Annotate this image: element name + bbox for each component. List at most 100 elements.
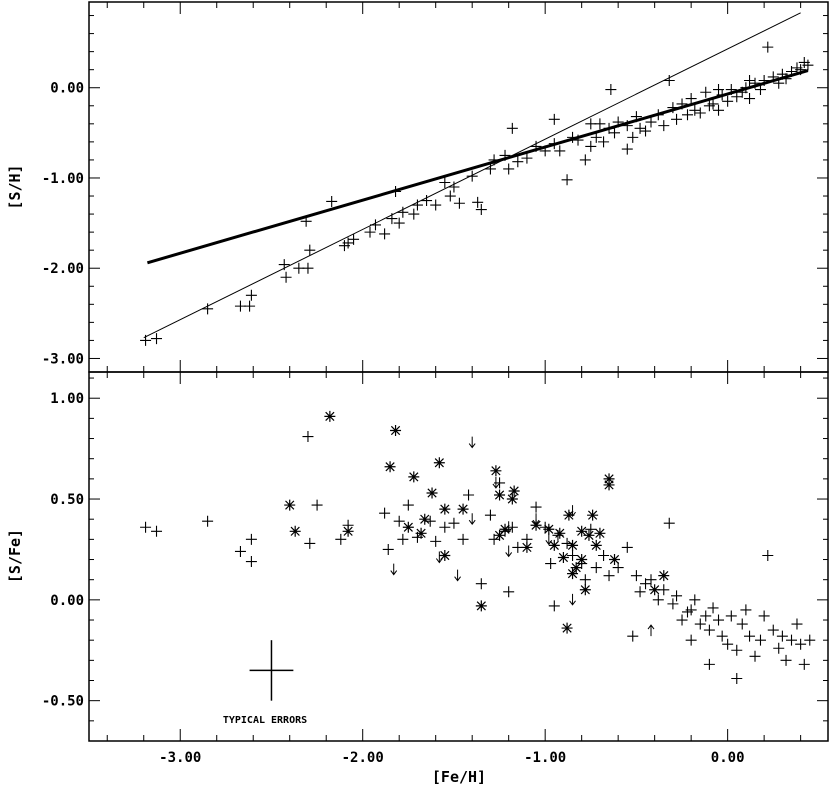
top-y-tick-label: -2.00 xyxy=(42,261,84,277)
plus-point xyxy=(548,138,560,150)
plus-point xyxy=(302,431,314,443)
plus-point xyxy=(722,95,734,107)
plus-point xyxy=(512,156,524,168)
plus-point xyxy=(744,75,756,87)
plus-point xyxy=(475,578,487,590)
plus-point xyxy=(506,122,518,134)
top-points xyxy=(140,41,814,346)
plus-point xyxy=(567,131,579,143)
tick-labels-layer: 0.00 -1.00 -2.00 -3.00 1.00 0.50 0.00 -0.50 -3.0… xyxy=(42,81,745,766)
plus-point xyxy=(448,181,460,193)
asterisk-point xyxy=(530,519,542,531)
plus-point xyxy=(722,638,734,650)
bottom-panel-frame xyxy=(88,371,829,742)
x-tick-label: 0.00 xyxy=(711,750,745,766)
plus-point xyxy=(488,154,500,166)
plus-point xyxy=(609,127,621,139)
thick-fit-line xyxy=(146,69,809,265)
plus-point xyxy=(140,334,152,346)
plus-point xyxy=(151,333,163,345)
plus-point xyxy=(453,197,465,209)
bottom-y-axis-title: [S/Fe] xyxy=(6,529,24,583)
asterisk-point xyxy=(439,549,451,561)
plus-point xyxy=(725,610,737,622)
plus-point xyxy=(605,84,617,96)
plus-point xyxy=(311,499,323,511)
asterisk-point xyxy=(603,473,615,485)
plus-point xyxy=(795,638,807,650)
plus-point xyxy=(663,517,675,529)
plus-point xyxy=(740,82,752,94)
plus-point xyxy=(475,204,487,216)
ticks-layer xyxy=(89,2,828,741)
asterisk-point xyxy=(567,539,579,551)
asterisk-point xyxy=(494,529,506,541)
asterisk-point xyxy=(506,493,518,505)
asterisk-point xyxy=(594,527,606,539)
plus-point xyxy=(667,598,679,610)
plus-point xyxy=(326,195,338,207)
asterisk-point xyxy=(561,622,573,634)
asterisk-point xyxy=(658,570,670,582)
plus-point xyxy=(280,271,292,283)
bottom-y-tick-label: -0.50 xyxy=(42,694,84,710)
plus-point xyxy=(612,116,624,128)
asterisk-point xyxy=(583,529,595,541)
plus-point xyxy=(694,107,706,119)
plus-point xyxy=(744,93,756,105)
plus-point xyxy=(234,545,246,557)
plus-point xyxy=(676,614,688,626)
plus-point xyxy=(430,199,442,211)
asterisk-point xyxy=(402,521,414,533)
upper-limit-arrow xyxy=(468,436,476,449)
asterisk-point xyxy=(576,525,588,537)
typical-errors-marker xyxy=(249,640,294,701)
asterisk-point xyxy=(508,485,520,497)
plus-point xyxy=(244,300,256,312)
plus-point xyxy=(397,533,409,545)
plus-point xyxy=(703,624,715,636)
plus-point xyxy=(621,541,633,553)
plus-point xyxy=(245,533,257,545)
plus-point xyxy=(700,610,712,622)
plus-point xyxy=(713,614,725,626)
plus-point xyxy=(736,618,748,630)
plus-point xyxy=(548,600,560,612)
lower-limit-arrow xyxy=(647,624,655,637)
plus-point xyxy=(430,535,442,547)
upper-limit-arrow xyxy=(505,545,513,558)
plus-point xyxy=(335,533,347,545)
upper-limit-arrow xyxy=(390,563,398,576)
plus-point xyxy=(804,634,816,646)
asterisk-point xyxy=(543,523,555,535)
plus-point xyxy=(731,91,743,103)
plus-point xyxy=(521,152,533,164)
plus-point xyxy=(304,537,316,549)
bottom-y-tick-label: 1.00 xyxy=(50,391,84,407)
plus-point xyxy=(758,75,770,87)
plus-point xyxy=(663,75,675,87)
typical-errors-label: TYPICAL ERRORS xyxy=(223,715,307,726)
upper-limit-arrow xyxy=(545,533,553,546)
plus-point xyxy=(444,190,456,202)
asterisk-point xyxy=(587,509,599,521)
plus-point xyxy=(795,64,807,76)
plus-point xyxy=(245,289,257,301)
plus-point xyxy=(685,634,697,646)
plus-point xyxy=(503,586,515,598)
plus-point xyxy=(390,186,402,198)
plus-point xyxy=(671,590,683,602)
top-y-axis-title: [S/H] xyxy=(6,164,24,209)
asterisk-point xyxy=(433,457,445,469)
plus-point xyxy=(448,517,460,529)
upper-limit-arrow xyxy=(569,505,576,517)
plus-point xyxy=(202,515,214,527)
plus-point xyxy=(539,145,551,157)
plus-point xyxy=(598,136,610,148)
plus-point xyxy=(658,120,670,132)
asterisk-point xyxy=(408,471,420,483)
plus-point xyxy=(603,122,615,134)
plus-point xyxy=(667,102,679,114)
asterisk-point xyxy=(548,539,560,551)
plus-point xyxy=(590,562,602,574)
